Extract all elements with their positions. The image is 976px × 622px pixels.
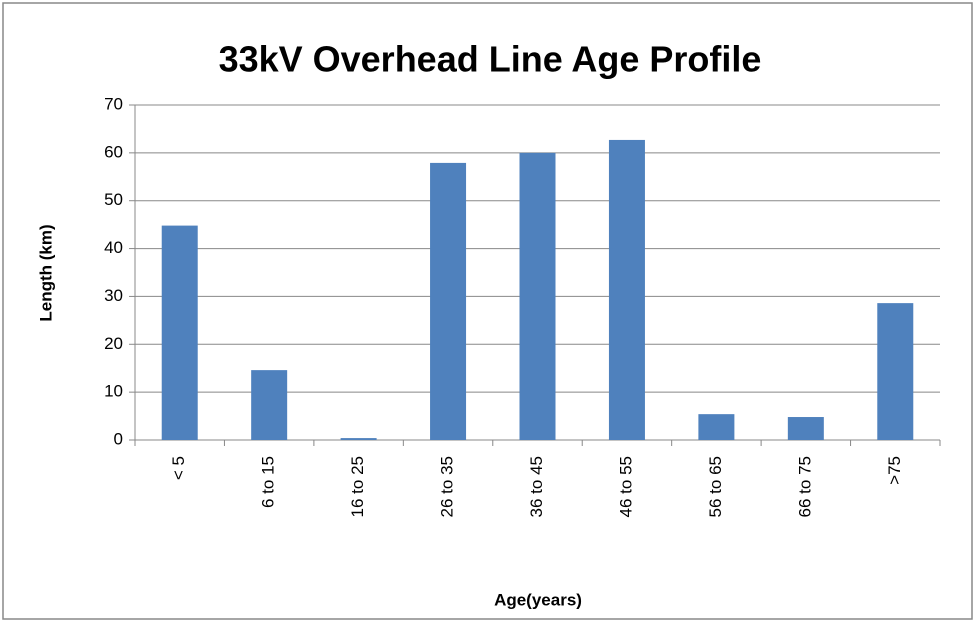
- y-tick-label: 20: [104, 334, 123, 353]
- y-tick-label: 60: [104, 142, 123, 161]
- bar: [340, 438, 377, 440]
- x-tick-label: < 5: [169, 456, 188, 480]
- x-tick-label: >75: [885, 456, 904, 485]
- x-tick-label: 16 to 25: [348, 456, 367, 517]
- y-axis-title: Length (km): [36, 224, 55, 321]
- x-tick-label: 36 to 45: [527, 456, 546, 517]
- y-tick-label: 10: [104, 382, 123, 401]
- bar: [877, 303, 914, 440]
- x-tick-label: 6 to 15: [259, 456, 278, 508]
- y-tick-label: 30: [104, 286, 123, 305]
- bar: [787, 417, 824, 440]
- y-tick-label: 0: [114, 429, 123, 448]
- y-tick-label: 70: [104, 94, 123, 113]
- x-tick-label: 46 to 55: [616, 456, 635, 517]
- x-axis-title: Age(years): [494, 590, 582, 609]
- y-tick-label: 50: [104, 190, 123, 209]
- y-tick-label: 40: [104, 238, 123, 257]
- bar: [430, 162, 467, 440]
- bar: [608, 139, 645, 440]
- x-tick-label: 66 to 75: [795, 456, 814, 517]
- x-tick-label: 56 to 65: [706, 456, 725, 517]
- bar: [698, 414, 735, 440]
- bar: [161, 225, 198, 440]
- bar: [519, 152, 556, 440]
- bar: [251, 370, 288, 440]
- chart-title: 33kV Overhead Line Age Profile: [219, 39, 762, 80]
- x-tick-label: 26 to 35: [438, 456, 457, 517]
